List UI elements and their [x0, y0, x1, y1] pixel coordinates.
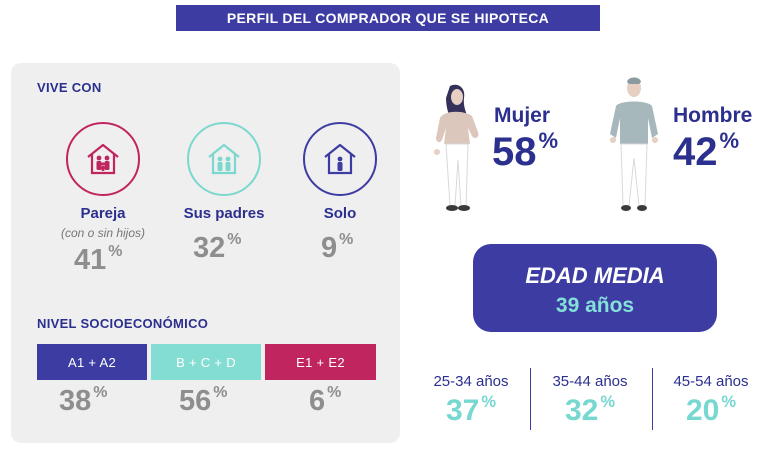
gender-value-mujer: 58% [492, 128, 559, 174]
nivel-value-b: 56% [179, 384, 228, 417]
house-family-icon [66, 122, 140, 196]
gender-label-mujer: Mujer [494, 104, 551, 127]
vive-con-value-solo: 9% [321, 231, 354, 264]
woman-figure-icon [434, 84, 479, 211]
edad-media-value: 39 años [555, 294, 635, 317]
nivel-bar-e: E1 + E2 [265, 344, 376, 380]
page-title: PERFIL DEL COMPRADOR QUE SE HIPOTECA [176, 5, 600, 31]
left-panel: VIVE CON Pareja (con o sin hijos) 41% Su… [11, 63, 400, 443]
age-divider [652, 368, 653, 430]
nivel-bar-b: B + C + D [151, 344, 261, 380]
age-label-35-44: 35-44 años [552, 373, 628, 390]
nivel-value-e: 6% [309, 384, 342, 417]
age-value-25-34: 37% [445, 393, 497, 427]
age-label-45-54: 45-54 años [673, 373, 749, 390]
age-divider [530, 368, 531, 430]
age-label-25-34: 25-34 años [433, 373, 509, 390]
vive-con-sublabel-pareja: (con o sin hijos) [60, 226, 146, 240]
nivel-title: NIVEL SOCIOECONÓMICO [37, 316, 209, 331]
house-single-icon [303, 122, 377, 196]
age-value-45-54: 20% [685, 393, 737, 427]
vive-con-value-pareja: 41% [74, 243, 123, 276]
vive-con-value-padres: 32% [193, 231, 242, 264]
nivel-bar-a: A1 + A2 [37, 344, 147, 380]
vive-con-label-solo: Solo [323, 205, 357, 222]
edad-media-title: EDAD MEDIA [525, 263, 665, 288]
age-value-35-44: 32% [564, 393, 616, 427]
vive-con-label-pareja: Pareja [80, 205, 126, 222]
gender-value-hombre: 42% [673, 128, 740, 174]
vive-con-label-padres: Sus padres [183, 205, 265, 222]
man-figure-icon [610, 77, 658, 211]
gender-label-hombre: Hombre [673, 104, 753, 127]
edad-media-box: EDAD MEDIA 39 años [473, 244, 717, 332]
nivel-value-a: 38% [59, 384, 108, 417]
vive-con-title: VIVE CON [37, 80, 102, 95]
house-parents-icon [187, 122, 261, 196]
